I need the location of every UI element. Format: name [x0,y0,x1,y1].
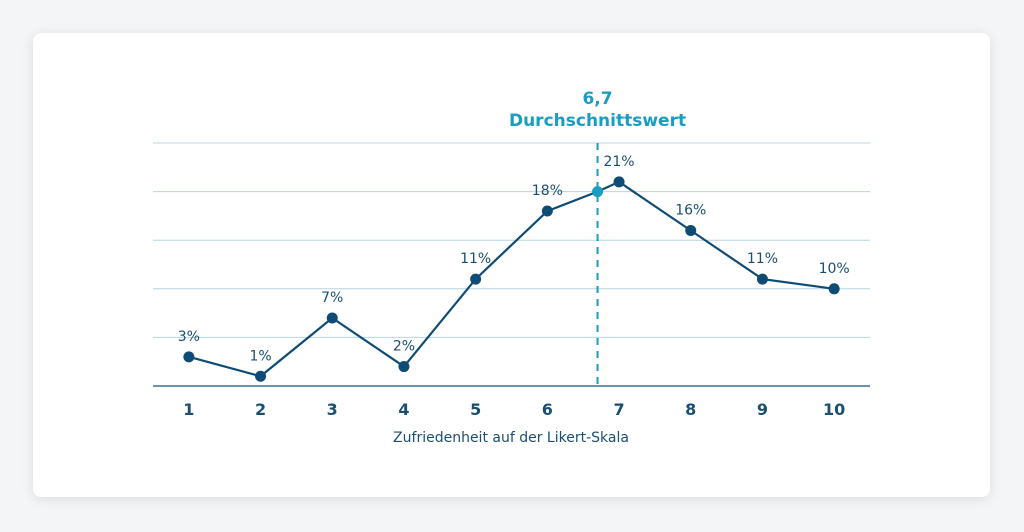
data-label: 2% [393,339,415,355]
data-point [398,361,410,373]
data-point [326,312,338,324]
data-point [470,273,482,285]
data-label: 1% [249,348,271,364]
data-label: 16% [675,202,706,218]
data-point [685,224,697,236]
data-point [613,176,625,188]
x-tick-label: 5 [470,400,481,419]
average-label: Durchschnittswert [509,111,686,131]
x-tick-label: 10 [823,400,845,419]
data-point [541,205,553,217]
x-tick-label: 8 [685,400,696,419]
x-tick-label: 3 [327,400,338,419]
x-tick-label: 9 [757,400,768,419]
x-axis-label: Zufriedenheit auf der Likert-Skala [393,430,629,446]
x-tick-label: 1 [183,400,194,419]
chart-card [33,33,990,497]
average-point [592,186,604,198]
data-point [255,370,267,382]
data-label: 7% [321,290,343,306]
data-point [756,273,768,285]
x-tick-label: 7 [613,400,624,419]
data-label: 3% [178,329,200,345]
data-label: 21% [603,154,634,170]
data-label: 10% [819,261,850,277]
series-line [188,180,835,378]
x-tick-label: 2 [255,400,266,419]
x-tick-label: 6 [542,400,553,419]
data-label: 11% [747,251,778,267]
data-point [828,283,840,295]
average-value-label: 6,7 [582,89,612,109]
x-tick-label: 4 [398,400,409,419]
data-label: 11% [460,251,491,267]
data-point [183,351,195,363]
data-label: 18% [532,183,563,199]
